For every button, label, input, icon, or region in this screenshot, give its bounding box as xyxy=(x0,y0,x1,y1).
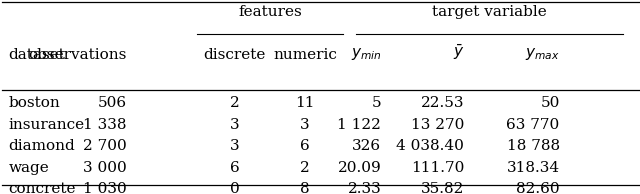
Text: 1 338: 1 338 xyxy=(83,118,127,132)
Text: 4 038.40: 4 038.40 xyxy=(396,139,464,153)
Text: 318.34: 318.34 xyxy=(507,161,560,175)
Text: 2: 2 xyxy=(230,96,240,110)
Text: concrete: concrete xyxy=(9,182,76,194)
Text: 2: 2 xyxy=(300,161,310,175)
Text: 3: 3 xyxy=(230,118,239,132)
Text: 82.60: 82.60 xyxy=(516,182,560,194)
Text: discrete: discrete xyxy=(204,48,266,62)
Text: insurance: insurance xyxy=(9,118,85,132)
Text: 1 030: 1 030 xyxy=(83,182,127,194)
Text: 2.33: 2.33 xyxy=(348,182,381,194)
Text: 8: 8 xyxy=(300,182,310,194)
Text: boston: boston xyxy=(9,96,60,110)
Text: 111.70: 111.70 xyxy=(411,161,464,175)
Text: 3 000: 3 000 xyxy=(83,161,127,175)
Text: 6: 6 xyxy=(300,139,310,153)
Text: 20.09: 20.09 xyxy=(337,161,381,175)
Text: diamond: diamond xyxy=(9,139,76,153)
Text: 35.82: 35.82 xyxy=(420,182,464,194)
Text: 0: 0 xyxy=(230,182,240,194)
Text: dataset: dataset xyxy=(9,48,65,62)
Text: numeric: numeric xyxy=(273,48,337,62)
Text: 50: 50 xyxy=(540,96,560,110)
Text: 22.53: 22.53 xyxy=(420,96,464,110)
Text: observations: observations xyxy=(28,48,127,62)
Text: features: features xyxy=(238,5,301,19)
Text: 3: 3 xyxy=(230,139,239,153)
Text: 3: 3 xyxy=(300,118,310,132)
Text: target variable: target variable xyxy=(432,5,547,19)
Text: 2 700: 2 700 xyxy=(83,139,127,153)
Text: 6: 6 xyxy=(230,161,240,175)
Text: $\bar{y}$: $\bar{y}$ xyxy=(452,43,464,62)
Text: 11: 11 xyxy=(295,96,315,110)
Text: 18 788: 18 788 xyxy=(507,139,560,153)
Text: 506: 506 xyxy=(97,96,127,110)
Text: 13 270: 13 270 xyxy=(411,118,464,132)
Text: 5: 5 xyxy=(372,96,381,110)
Text: 326: 326 xyxy=(352,139,381,153)
Text: $y_{min}$: $y_{min}$ xyxy=(351,46,381,62)
Text: 63 770: 63 770 xyxy=(506,118,560,132)
Text: wage: wage xyxy=(9,161,49,175)
Text: $y_{max}$: $y_{max}$ xyxy=(525,46,560,62)
Text: 1 122: 1 122 xyxy=(337,118,381,132)
